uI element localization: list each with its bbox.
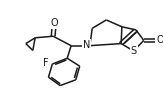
Text: F: F <box>43 58 48 68</box>
Text: O: O <box>50 18 58 28</box>
Text: S: S <box>131 46 137 56</box>
Text: N: N <box>83 40 90 50</box>
Text: O: O <box>156 35 163 45</box>
